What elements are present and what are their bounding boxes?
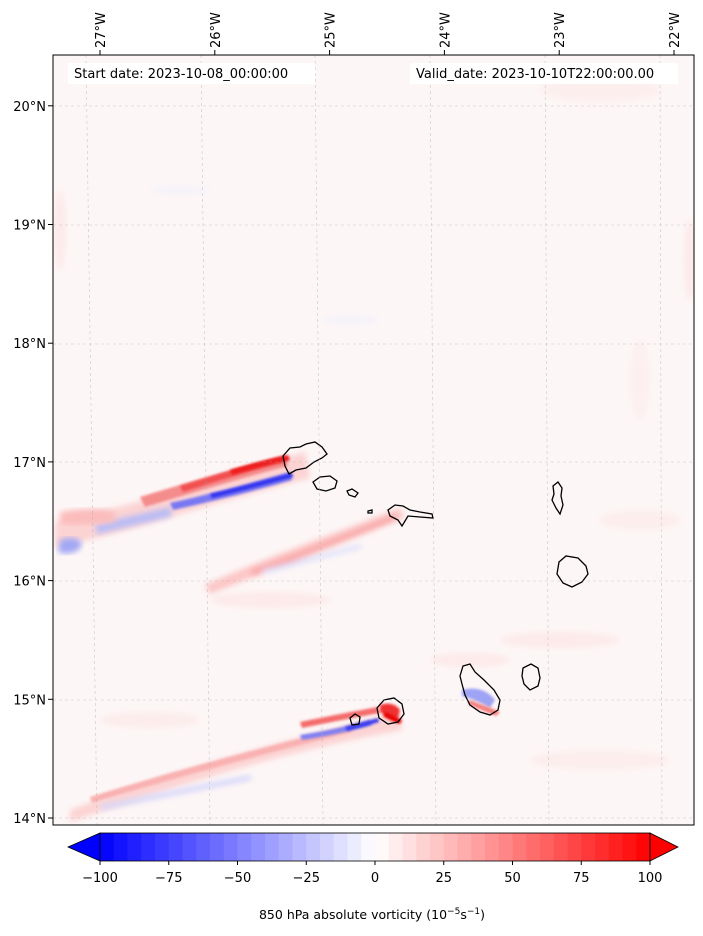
island-santa-luzia (346, 488, 359, 498)
colorbar-segment (168, 833, 183, 861)
wake-north (55, 452, 310, 554)
start-date-box (68, 63, 315, 84)
wake-south (70, 688, 500, 822)
colorbar-segment (608, 833, 623, 861)
map-background (53, 55, 694, 825)
coastlines (282, 441, 589, 726)
colorbar-tick-label: 25 (435, 871, 452, 886)
colorbar-tick-label: −100 (82, 871, 118, 886)
island-santo-antao (282, 441, 328, 475)
island-maio (521, 663, 541, 691)
colorbar-segment (553, 833, 568, 861)
lat-tick-label: 14°N (13, 812, 46, 827)
valid-date-box (410, 63, 678, 84)
lon-tick-label: 26°W (209, 12, 224, 48)
colorbar-tick-label: −75 (155, 871, 182, 886)
colorbar-tick-label: 75 (573, 871, 590, 886)
colorbar-segment (567, 833, 582, 861)
lat-tick-label: 17°N (13, 456, 46, 471)
lon-tick-label: 27°W (94, 12, 109, 48)
colorbar-segment (622, 833, 637, 861)
colorbar-label-exp2: −1 (467, 907, 480, 917)
colorbar-segment (498, 833, 513, 861)
colorbar-label-end: ) (480, 907, 485, 922)
colorbar-segment (223, 833, 238, 861)
colorbar-label-unit: s (460, 907, 467, 922)
colorbar-segment (113, 833, 128, 861)
island-sao-nicolau (387, 504, 434, 528)
map-frame (52, 54, 695, 826)
colorbar-segment (375, 833, 390, 861)
island-santiago (459, 663, 501, 716)
colorbar-segment (155, 833, 170, 861)
colorbar-segment (333, 833, 348, 861)
colorbar-segment (196, 833, 211, 861)
colorbar-label: 850 hPa absolute vorticity (10−5s−1) (259, 907, 485, 922)
colorbar-segment (141, 833, 156, 861)
lat-tick-label: 15°N (13, 693, 46, 708)
island-fogo (376, 697, 405, 725)
colorbar-segment (581, 833, 596, 861)
colorbar-segment (512, 833, 527, 861)
island-sal (551, 481, 564, 516)
island-branco (367, 509, 373, 514)
colorbar-segment (636, 833, 651, 861)
colorbar-segment (320, 833, 335, 861)
latitude-ticks: 14°N 15°N 16°N 17°N 18°N 19°N 20°N (13, 100, 53, 827)
background-texture (54, 78, 694, 770)
lat-tick-label: 19°N (13, 219, 46, 234)
colorbar-segment (526, 833, 541, 861)
lon-tick-label: 25°W (324, 12, 339, 48)
colorbar-segment (182, 833, 197, 861)
colorbar-segment (416, 833, 431, 861)
colorbar-segment (292, 833, 307, 861)
start-date-label: Start date: 2023-10-08_00:00:00 (74, 67, 288, 82)
lat-tick-label: 18°N (13, 337, 46, 352)
colorbar-segment (485, 833, 500, 861)
lon-tick-label: 24°W (438, 12, 453, 48)
lon-tick-label: 22°W (668, 12, 683, 48)
colorbar-tick-label: −25 (293, 871, 320, 886)
wake-mid (205, 508, 404, 594)
colorbar-extend-high (649, 832, 679, 862)
colorbar-tick-label: −50 (224, 871, 251, 886)
colorbar-segment (127, 833, 142, 861)
island-sao-vicente (312, 475, 338, 492)
colorbar-segment (540, 833, 555, 861)
colorbar-segment (210, 833, 225, 861)
lat-tick-label: 16°N (13, 575, 46, 590)
colorbar-segment (265, 833, 280, 861)
colorbar-label-exp1: −5 (447, 907, 460, 917)
colorbar-segment (595, 833, 610, 861)
lat-tick-label: 20°N (13, 100, 46, 115)
island-brava (349, 713, 361, 726)
colorbar-segment (347, 833, 362, 861)
colorbar-segment (278, 833, 293, 861)
colorbar-label-main: 850 hPa absolute vorticity (10 (259, 907, 447, 922)
colorbar: −100 −75 −50 −25 0 25 50 75 100 (67, 832, 679, 886)
colorbar-tick-label: 50 (504, 871, 521, 886)
colorbar-segment (457, 833, 472, 861)
vorticity-field (53, 55, 694, 825)
island-boa-vista (556, 555, 589, 588)
colorbar-segment (402, 833, 417, 861)
valid-date-label: Valid_date: 2023-10-10T22:00:00.00 (416, 67, 654, 82)
gridlines (53, 55, 694, 825)
colorbar-segment (237, 833, 252, 861)
colorbar-segment (430, 833, 445, 861)
colorbar-tick-label: 100 (638, 871, 663, 886)
colorbar-segment (306, 833, 321, 861)
colorbar-segment (388, 833, 403, 861)
colorbar-segment (251, 833, 266, 861)
colorbar-segment (100, 833, 115, 861)
longitude-ticks: 27°W 26°W 25°W 24°W 23°W 22°W (94, 12, 683, 55)
colorbar-segment (471, 833, 486, 861)
colorbar-tick-label: 0 (371, 871, 379, 886)
lon-tick-label: 23°W (553, 12, 568, 48)
colorbar-segment (443, 833, 458, 861)
colorbar-extend-low (67, 832, 101, 862)
colorbar-segment (361, 833, 376, 861)
